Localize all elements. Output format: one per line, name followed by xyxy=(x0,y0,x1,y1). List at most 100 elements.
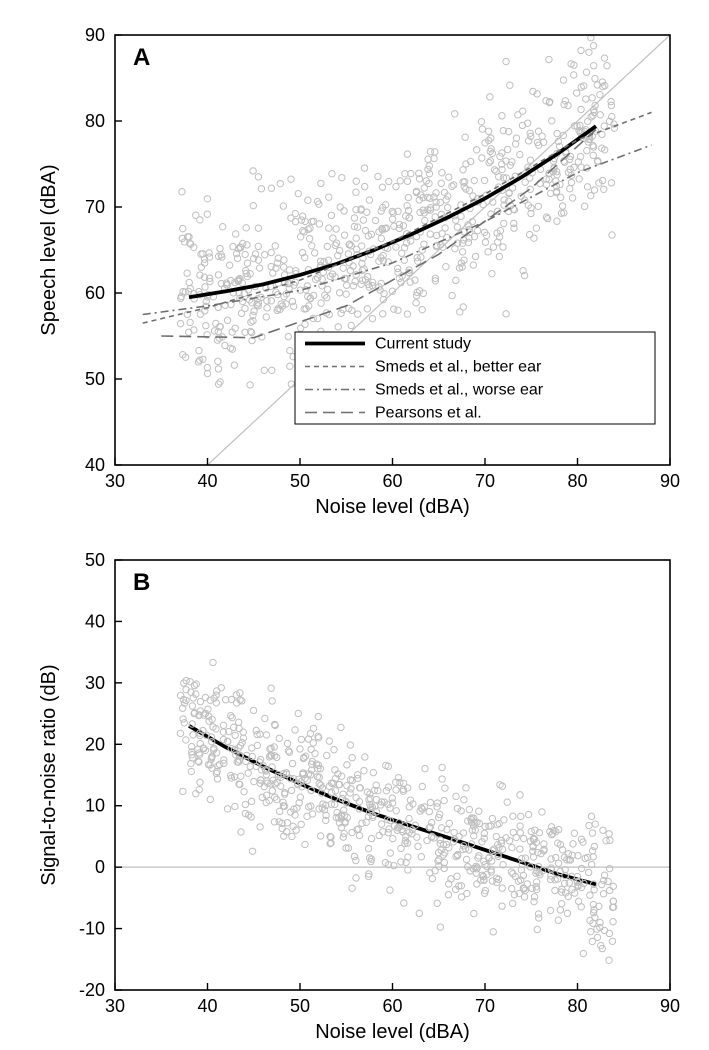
scatter-point xyxy=(353,875,359,881)
scatter-point xyxy=(439,764,445,770)
scatter-point xyxy=(213,688,219,694)
y-tick-label: 40 xyxy=(85,611,105,631)
scatter-point xyxy=(578,865,584,871)
scatter-point xyxy=(229,714,235,720)
scatter-point xyxy=(401,900,407,906)
scatter-point xyxy=(591,843,597,849)
y-tick-label: 0 xyxy=(95,857,105,877)
scatter-point xyxy=(365,845,371,851)
scatter-point xyxy=(610,883,616,889)
scatter-point xyxy=(262,715,268,721)
scatter-point xyxy=(434,804,440,810)
scatter-point xyxy=(232,803,238,809)
scatter-point xyxy=(235,719,241,725)
scatter-point xyxy=(454,873,460,879)
scatter-point xyxy=(338,724,344,730)
scatter-point xyxy=(490,929,496,935)
scatter-point xyxy=(578,904,584,910)
scatter-point xyxy=(207,796,213,802)
scatter-point xyxy=(489,815,495,821)
x-tick-label: 50 xyxy=(290,996,310,1016)
scatter-point xyxy=(406,815,412,821)
scatter-point xyxy=(437,924,443,930)
scatter-point xyxy=(517,846,523,852)
scatter-point xyxy=(606,957,612,963)
scatter-point xyxy=(533,879,539,885)
scatter-point xyxy=(606,831,612,837)
scatter-point xyxy=(446,820,452,826)
scatter-point xyxy=(453,793,459,799)
x-tick-label: 80 xyxy=(567,996,587,1016)
scatter-point xyxy=(257,824,263,830)
scatter-point xyxy=(416,910,422,916)
scatter-point xyxy=(344,762,350,768)
scatter-point xyxy=(302,841,308,847)
scatter-point xyxy=(218,684,224,690)
scatter-point xyxy=(276,735,282,741)
scatter-point xyxy=(190,732,196,738)
scatter-point xyxy=(249,848,255,854)
scatter-point xyxy=(531,898,537,904)
scatter-point xyxy=(232,732,238,738)
y-tick-label: 30 xyxy=(85,673,105,693)
scatter-point xyxy=(240,735,246,741)
scatter-point xyxy=(331,747,337,753)
scatter-point xyxy=(510,900,516,906)
scatter-point xyxy=(600,827,606,833)
scatter-point xyxy=(589,938,595,944)
scatter-point xyxy=(552,887,558,893)
scatter-point xyxy=(460,830,466,836)
scatter-point xyxy=(187,678,193,684)
scatter-point xyxy=(308,803,314,809)
scatter-point xyxy=(587,892,593,898)
scatter-point xyxy=(464,890,470,896)
x-tick-label: 60 xyxy=(382,996,402,1016)
scatter-point xyxy=(228,712,234,718)
panel-b-svg: 30405060708090-20-1001020304050Noise lev… xyxy=(0,0,709,1050)
scatter-point xyxy=(419,783,425,789)
scatter-point xyxy=(271,819,277,825)
curve-current_study xyxy=(189,726,596,884)
scatter-point xyxy=(362,754,368,760)
scatter-point xyxy=(250,707,256,713)
scatter-point xyxy=(315,713,321,719)
scatter-point xyxy=(359,820,365,826)
scatter-point xyxy=(555,917,561,923)
scatter-point xyxy=(390,835,396,841)
scatter-point xyxy=(427,799,433,805)
scatter-point xyxy=(461,796,467,802)
scatter-point xyxy=(241,788,247,794)
scatter-point xyxy=(370,769,376,775)
scatter-point xyxy=(312,750,318,756)
scatter-point xyxy=(463,785,469,791)
scatter-point xyxy=(305,736,311,742)
scatter-point xyxy=(588,813,594,819)
scatter-point xyxy=(493,833,499,839)
scatter-point xyxy=(471,910,477,916)
scatter-point xyxy=(463,856,469,862)
scatter-point xyxy=(276,808,282,814)
scatter-point xyxy=(253,727,259,733)
scatter-point xyxy=(242,801,248,807)
scatter-point xyxy=(521,835,527,841)
scatter-point xyxy=(317,833,323,839)
scatter-point xyxy=(415,843,421,849)
scatter-point xyxy=(510,829,516,835)
scatter-point xyxy=(247,763,253,769)
scatter-point xyxy=(188,760,194,766)
scatter-point xyxy=(238,829,244,835)
scatter-point xyxy=(515,878,521,884)
scatter-point xyxy=(586,822,592,828)
scatter-point xyxy=(289,833,295,839)
scatter-point xyxy=(324,752,330,758)
scatter-point xyxy=(378,821,384,827)
scatter-point xyxy=(429,875,435,881)
scatter-point xyxy=(376,832,382,838)
scatter-point xyxy=(606,865,612,871)
scatter-point xyxy=(349,754,355,760)
scatter-point xyxy=(496,820,502,826)
scatter-point xyxy=(504,799,510,805)
panel-b-ylabel: Signal-to-noise ratio (dB) xyxy=(38,664,60,885)
scatter-point xyxy=(284,740,290,746)
scatter-point xyxy=(570,841,576,847)
